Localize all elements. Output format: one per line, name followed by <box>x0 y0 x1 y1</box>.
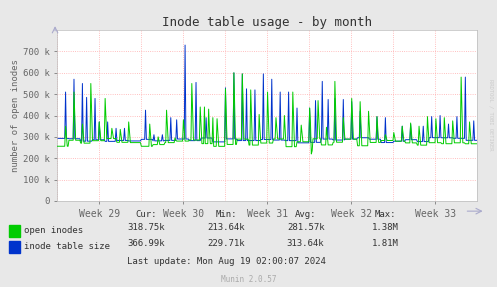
Text: Max:: Max: <box>374 210 396 219</box>
Text: 281.57k: 281.57k <box>287 224 325 232</box>
Text: Cur:: Cur: <box>136 210 158 219</box>
Text: 318.75k: 318.75k <box>128 224 166 232</box>
Text: inode table size: inode table size <box>24 242 110 251</box>
Text: open inodes: open inodes <box>24 226 83 235</box>
Text: 1.38M: 1.38M <box>372 224 399 232</box>
Text: RRDTOOL / TOBI OETIKER: RRDTOOL / TOBI OETIKER <box>488 79 493 151</box>
Title: Inode table usage - by month: Inode table usage - by month <box>162 16 372 29</box>
Text: 313.64k: 313.64k <box>287 239 325 248</box>
Text: Munin 2.0.57: Munin 2.0.57 <box>221 275 276 284</box>
Text: Min:: Min: <box>215 210 237 219</box>
Text: 1.81M: 1.81M <box>372 239 399 248</box>
Text: 213.64k: 213.64k <box>207 224 245 232</box>
Text: 229.71k: 229.71k <box>207 239 245 248</box>
Text: Avg:: Avg: <box>295 210 317 219</box>
Y-axis label: number of open inodes: number of open inodes <box>11 59 20 172</box>
Text: Last update: Mon Aug 19 02:00:07 2024: Last update: Mon Aug 19 02:00:07 2024 <box>127 257 326 266</box>
Text: 366.99k: 366.99k <box>128 239 166 248</box>
